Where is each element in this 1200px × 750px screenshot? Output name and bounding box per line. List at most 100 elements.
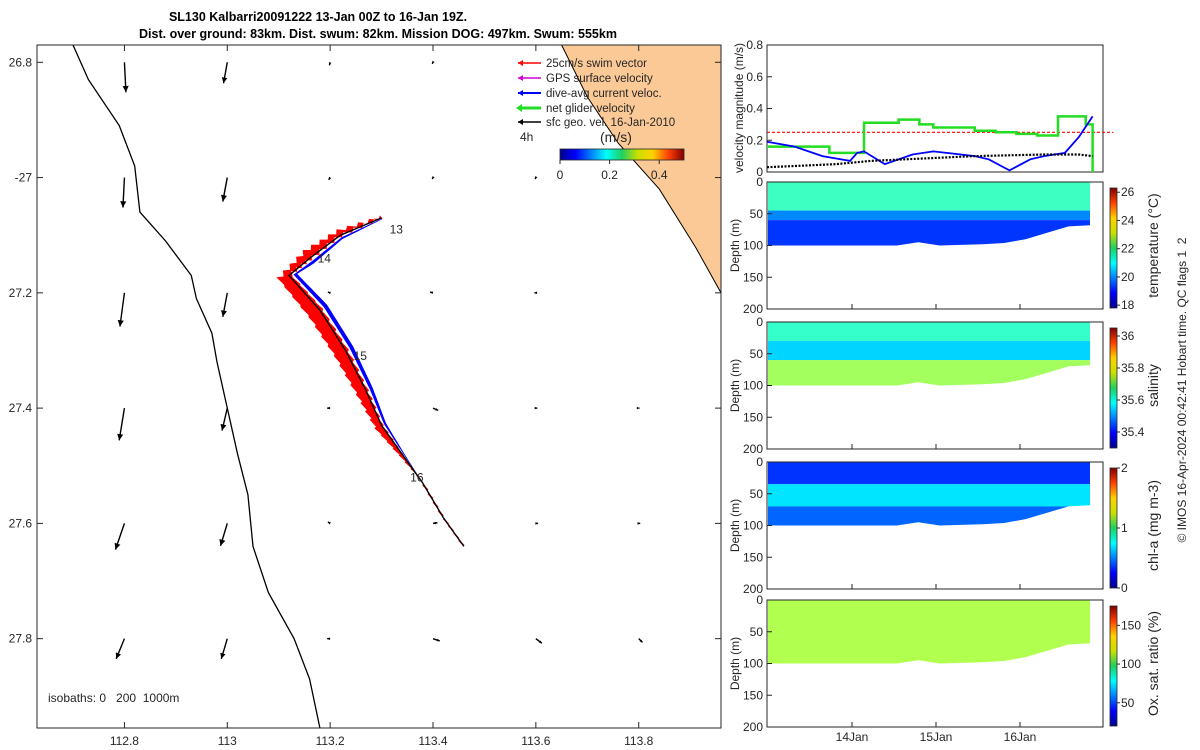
section-cbar-tick-label: 22 [1121, 242, 1135, 256]
map-legend: 25cm/s swim vector GPS surface velocity … [516, 58, 685, 182]
speed-colorbar-ticks: 0 0.2 0.4 [557, 160, 668, 182]
section-field [768, 322, 1090, 386]
day-labels: 13 14 15 16 [318, 222, 424, 484]
map-y-axis: 26.8 -27 27.2 27.4 27.6 27.8 [9, 55, 721, 646]
colorbar-tick-label: 0 [557, 168, 564, 182]
section-y-tick-label: 50 [750, 625, 764, 639]
map-y-tick-label: -27 [15, 171, 33, 185]
map-y-tick-label: 26.8 [9, 55, 33, 69]
current-vector-head [328, 62, 332, 66]
legend-item-gps: GPS surface velocity [546, 73, 653, 85]
current-vector-head [220, 652, 226, 659]
current-vector-head [430, 291, 433, 294]
day-label: 15 [354, 349, 368, 363]
current-vector-head [327, 521, 331, 525]
section-y-tick-label: 200 [743, 302, 763, 316]
land-polygon [561, 45, 721, 294]
map-x-tick-label: 112.8 [110, 734, 139, 748]
map-y-tick-label: 27.4 [9, 401, 33, 415]
legend-sfcgeo-arrowhead [518, 119, 523, 125]
day-label: 16 [410, 470, 424, 484]
section-cbar-tick-label: 35.6 [1121, 393, 1145, 407]
current-vector-head [221, 77, 228, 84]
section-cbar-tick-label: 36 [1121, 329, 1135, 343]
current-vector-head [535, 176, 538, 180]
legend-swim-arrowhead [518, 60, 523, 66]
section-layer [768, 341, 1090, 361]
section-layer [768, 182, 1090, 211]
current-vector-head [436, 638, 440, 642]
section-y-tick-label: 200 [743, 720, 763, 734]
section-cbar-tick-label: 18 [1121, 298, 1135, 312]
section-cbar-tick-label: 50 [1121, 696, 1135, 710]
colorbar-tick-label: 0.2 [601, 168, 618, 182]
map-x-tick-label: 113.6 [521, 734, 550, 748]
section-field [768, 600, 1090, 664]
section-colorbar [1109, 605, 1118, 727]
section-x-tick-label: 14Jan [836, 730, 869, 744]
legend-item-sfcgeo: sfc geo. vel. 16-Jan-2010 [546, 117, 675, 129]
title-line1: SL130 Kalbarri20091222 13-Jan 00Z to 16-… [169, 10, 467, 24]
legend-diveavg-arrowhead [518, 90, 523, 96]
section-y-tick-label: 150 [743, 550, 763, 564]
section-y-tick-label: 150 [743, 688, 763, 702]
section-y-tick-label: 0 [756, 175, 763, 189]
current-vector-head [117, 433, 124, 441]
current-vector-head [435, 408, 439, 411]
section-x-tick-label: 15Jan [920, 730, 953, 744]
section-layer [768, 506, 1090, 526]
current-vector-head [637, 522, 641, 525]
map-x-tick-label: 113.4 [418, 734, 447, 748]
footer-note: © IMOS 16-Apr-2024 00:42:41 Hobart time.… [1175, 237, 1189, 542]
velocity-series [766, 115, 1114, 172]
section-cbar-label: Ox. sat. ratio (%) [1145, 611, 1161, 716]
colorbar-tick-label: 0.4 [651, 168, 668, 182]
current-vector-head [535, 522, 539, 525]
current-vector-head [432, 60, 435, 64]
map-y-tick-label: 27.6 [9, 516, 33, 530]
colorbar-label: (m/s) [600, 129, 632, 145]
map-x-tick-label: 113 [218, 734, 237, 748]
section-panel: 0 50 100 150 200 Depth (m) 35.4 35.6 35.8 36 salin… [728, 315, 1161, 456]
section-ylabel: Depth (m) [728, 359, 742, 412]
section-layer [768, 462, 1090, 485]
current-vector-head [122, 85, 129, 93]
current-vector-head [636, 406, 640, 410]
section-y-tick-label: 200 [743, 442, 763, 456]
section-layer [768, 484, 1090, 507]
legend-item-net: net glider velocity [546, 103, 635, 115]
section-y-tick-label: 150 [743, 410, 763, 424]
section-colorbar [1109, 467, 1118, 589]
section-cbar-tick-label: 20 [1121, 270, 1135, 284]
section-y-tick-label: 200 [743, 582, 763, 596]
section-cbar-tick-label: 1 [1121, 521, 1128, 535]
section-panel: 0 50 100 150 200 Depth (m) 0 1 2 chl-a (mg m-3) [728, 455, 1161, 596]
current-vector-head [115, 652, 121, 659]
section-x-tick-label: 16Jan [1004, 730, 1037, 744]
velocity-series-line [766, 153, 1093, 169]
glider-track [287, 217, 465, 547]
section-y-tick-label: 100 [743, 379, 763, 393]
current-vector-head [534, 406, 538, 410]
current-vector-head [221, 194, 227, 202]
day-label: 14 [318, 251, 332, 265]
section-cbar-tick-label: 26 [1121, 185, 1135, 199]
current-vector-head [120, 201, 127, 208]
section-colorbar [1109, 187, 1118, 309]
day-label: 13 [390, 222, 404, 236]
isobaths-label: isobaths: 0 200 1000m [48, 691, 179, 705]
section-ylabel: Depth (m) [728, 637, 742, 690]
section-cbar-tick-label: 2 [1121, 461, 1128, 475]
section-layer [768, 600, 1090, 664]
current-vector-head [327, 291, 331, 295]
legend-timestep: 4h [520, 130, 533, 144]
speed-colorbar [559, 148, 685, 161]
current-vector-field [114, 60, 643, 660]
section-cbar-label: chl-a (mg m-3) [1145, 480, 1161, 571]
section-field [768, 462, 1090, 526]
legend-item-diveavg: dive-avg current veloc. [546, 88, 662, 100]
velocity-series-line [767, 115, 1094, 172]
current-vector-head [538, 640, 542, 644]
current-vector-head [639, 639, 643, 643]
